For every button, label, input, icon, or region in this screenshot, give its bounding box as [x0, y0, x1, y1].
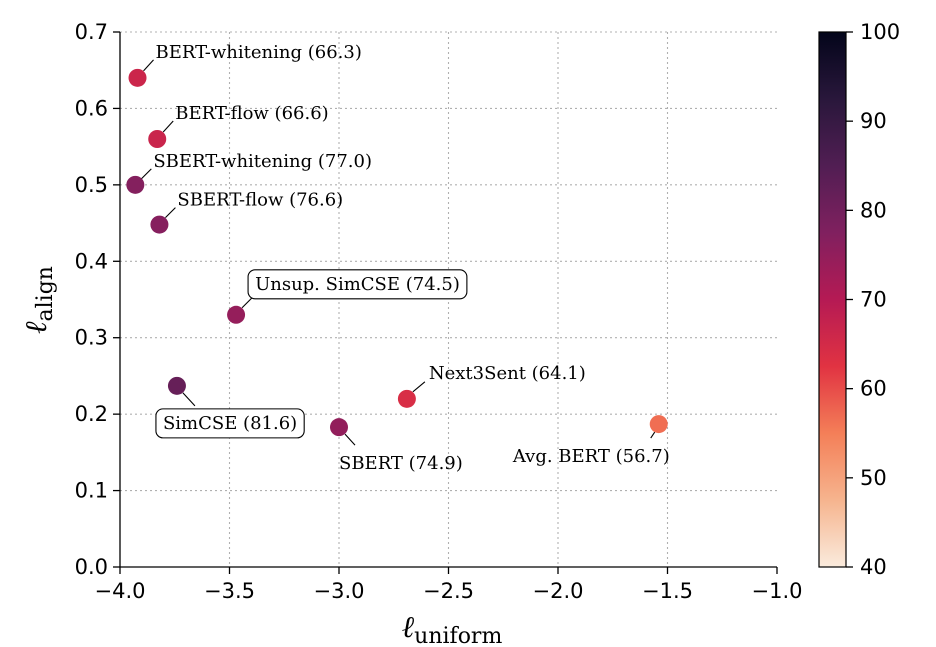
x-tick-label: −1.0 [752, 579, 803, 603]
colorbar-tick-label: 70 [860, 288, 887, 312]
leader-next3sent [412, 381, 426, 393]
leader-avg-bert [650, 431, 656, 439]
x-tick-label: −3.0 [314, 579, 365, 603]
point-bert-flow [148, 130, 167, 148]
label-simcse: SimCSE (81.6) [163, 413, 297, 434]
y-tick-label: 0.1 [75, 479, 108, 503]
point-unsup-simcse [227, 305, 246, 324]
x-axis-label-sub: uniform [414, 624, 502, 647]
leader-bert-flow [162, 120, 174, 133]
y-axis: 0.0 0.1 0.2 0.3 0.4 0.5 0.6 0.7 [75, 20, 120, 579]
y-tick-label: 0.0 [75, 555, 108, 579]
point-bert-whitening [128, 68, 147, 87]
leader-sbert [344, 433, 356, 446]
colorbar-tick-label: 40 [860, 555, 887, 579]
label-box-unsup-simcse [247, 269, 468, 300]
label-sbert-whitening: SBERT-whitening (77.0) [153, 151, 372, 172]
x-tick-label: −4.0 [95, 579, 146, 603]
x-axis: −4.0 −3.5 −3.0 −2.5 −2.0 −1.5 −1.0 [95, 567, 803, 603]
point-simcse [167, 376, 186, 395]
label-avg-bert: Avg. BERT (56.7) [512, 446, 670, 467]
point-avg-bert [649, 415, 668, 434]
x-tick-label: −2.0 [533, 579, 584, 603]
label-sbert-flow: SBERT-flow (76.6) [177, 190, 343, 211]
x-tick-label: −3.5 [204, 579, 255, 603]
y-axis-label-sub: align [33, 266, 58, 321]
x-tick-label: −2.5 [423, 579, 474, 603]
leader-bert-whitening [143, 59, 154, 72]
y-tick-label: 0.4 [75, 249, 108, 273]
label-sbert: SBERT (74.9) [339, 453, 463, 474]
leader-sbert-flow [165, 207, 176, 218]
point-labels: BERT-whitening (66.3) BERT-flow (66.6) SBE… [153, 42, 669, 474]
label-box-simcse [155, 408, 305, 439]
leader-sbert-whitening [140, 168, 152, 180]
y-tick-label: 0.7 [75, 20, 108, 44]
colorbar-tick-label: 50 [860, 466, 887, 490]
colorbar-tick-label: 80 [860, 198, 887, 222]
label-unsup-simcse: Unsup. SimCSE (74.5) [255, 274, 460, 295]
point-next3sent [397, 389, 416, 408]
label-leaders [140, 59, 656, 446]
point-sbert-flow [150, 215, 169, 234]
label-bert-flow: BERT-flow (66.6) [175, 103, 328, 124]
x-axis-label-main: ℓ [402, 610, 415, 645]
data-points [126, 68, 668, 437]
colorbar-gradient [818, 31, 847, 568]
colorbar: 40 50 60 70 80 90 100 [818, 20, 900, 579]
y-tick-label: 0.6 [75, 96, 108, 120]
label-next3sent: Next3Sent (64.1) [429, 363, 586, 384]
grid [120, 31, 777, 567]
y-tick-label: 0.3 [75, 326, 108, 350]
y-axis-label-main: ℓ [19, 321, 54, 334]
point-sbert [330, 418, 348, 437]
x-tick-label: −1.5 [642, 579, 693, 603]
x-axis-label: ℓuniform [402, 610, 503, 647]
point-sbert-whitening [126, 175, 145, 194]
y-tick-label: 0.2 [75, 402, 108, 426]
colorbar-tick-label: 100 [860, 20, 900, 44]
label-bert-whitening: BERT-whitening (66.3) [156, 42, 362, 63]
colorbar-tick-label: 90 [860, 109, 887, 133]
colorbar-tick-label: 60 [860, 377, 887, 401]
colorbar-ticks: 40 50 60 70 80 90 100 [846, 20, 900, 579]
leader-simcse [182, 392, 196, 407]
y-tick-label: 0.5 [75, 173, 108, 197]
y-axis-label: ℓalign [19, 266, 58, 334]
